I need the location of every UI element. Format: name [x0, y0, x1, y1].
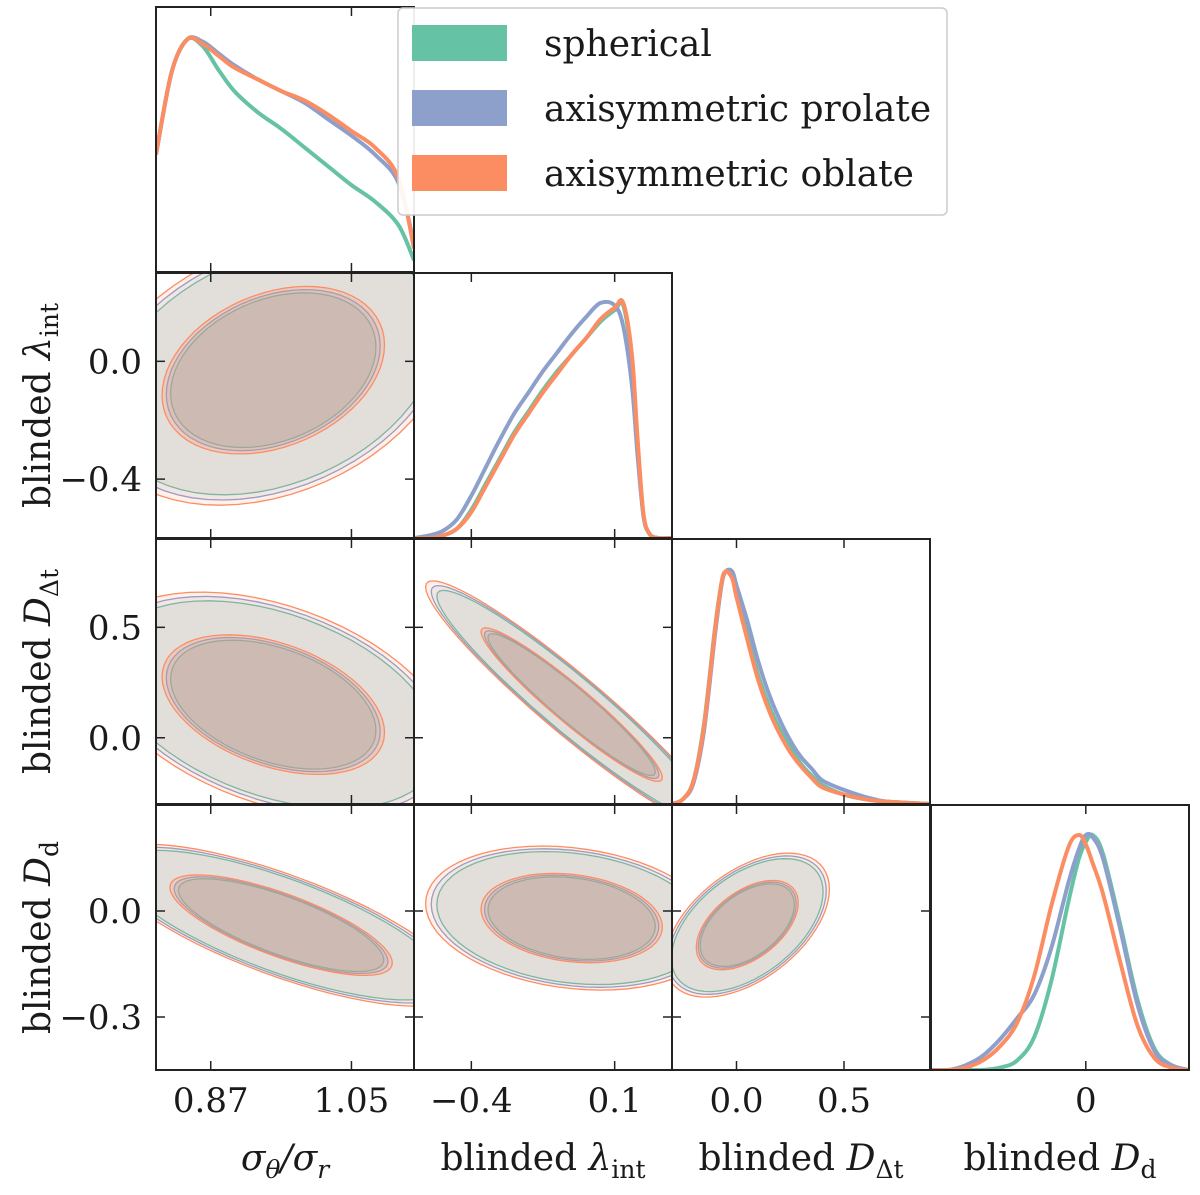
joint-panel-0-2 [155, 538, 415, 805]
y-tick-label: −0.3 [59, 998, 142, 1038]
y-tick-label: −0.4 [59, 460, 142, 500]
marginal-panel-1 [413, 272, 673, 539]
x-tick-label: 0.5 [817, 1081, 871, 1121]
contour-axisymmetric-oblate-68 [161, 634, 386, 776]
contour-axisymmetric-prolate-95 [430, 584, 672, 804]
tick-labels: 0.87 1.05 −0.4 0.1 0.0 0.5 0 0.0 −0.4 0.5 0.0 0.0 −0… [59, 342, 1096, 1121]
ticks [156, 7, 1087, 1070]
contour-spherical-68 [699, 883, 795, 968]
contour-axisymmetric-oblate-68 [161, 285, 386, 455]
legend-swatch-spherical [412, 25, 507, 61]
x-tick-label: −0.4 [430, 1081, 513, 1121]
contour-axisymmetric-prolate-68 [483, 630, 660, 780]
legend-label: axisymmetric prolate [544, 89, 931, 130]
contour-axisymmetric-prolate-68 [483, 874, 660, 962]
panel-frame [155, 6, 415, 273]
marginal-line-axisymmetric-prolate [414, 299, 672, 538]
joint-panel-0-1 [155, 272, 415, 539]
contour-axisymmetric-oblate-68 [480, 627, 663, 783]
joint-panel-1-3 [413, 804, 673, 1071]
x-axis-label-2: blinded DΔt [698, 1138, 903, 1184]
contour-spherical-95 [672, 858, 824, 993]
x-tick-label: 0.1 [588, 1081, 642, 1121]
contour-spherical-68 [177, 878, 385, 973]
contour-axisymmetric-prolate-95 [156, 595, 414, 804]
x-axis-label-3: blinded Dd [964, 1138, 1157, 1184]
contour-axisymmetric-prolate-68 [165, 636, 381, 773]
x-tick-label: 0 [1075, 1081, 1097, 1121]
contour-axisymmetric-oblate-68 [169, 874, 393, 977]
contour-axisymmetric-prolate-95 [156, 846, 414, 1004]
marginal-line-axisymmetric-oblate [672, 569, 930, 804]
contour-axisymmetric-prolate-68 [697, 881, 797, 969]
x-axis-label-1: blinded λint [440, 1138, 645, 1184]
panels: 0.87 1.05 −0.4 0.1 0.0 0.5 0 0.0 −0.4 0.5 0.0 0.0 −0… [59, 6, 1190, 1121]
y-tick-label: 0.0 [88, 342, 142, 382]
y-tick-label: 0.5 [88, 608, 142, 648]
y-axis-label-1: blinded λint [18, 303, 64, 508]
contour-spherical-95 [156, 273, 414, 496]
contour-spherical-95 [436, 589, 672, 804]
legend-swatch-axisymmetric-prolate [412, 90, 507, 126]
panel-frame [671, 538, 931, 805]
y-tick-label: 0.0 [88, 892, 142, 932]
y-tick-label: 0.0 [88, 719, 142, 759]
contour-spherical-68 [169, 292, 377, 449]
legend-swatch-axisymmetric-oblate [412, 155, 507, 191]
contour-spherical-95 [156, 849, 414, 1001]
contour-spherical-68 [487, 876, 656, 960]
marginal-line-axisymmetric-oblate [414, 298, 672, 538]
contour-spherical-68 [487, 633, 656, 777]
marginal-line-axisymmetric-oblate [156, 35, 414, 249]
panel-frame [413, 272, 673, 539]
contour-axisymmetric-prolate-95 [156, 273, 414, 501]
contour-axisymmetric-oblate-68 [695, 879, 799, 971]
x-tick-label: 1.05 [314, 1081, 390, 1121]
joint-panel-0-3 [155, 804, 415, 1071]
contour-axisymmetric-oblate-68 [480, 872, 663, 964]
joint-panel-1-2 [413, 538, 673, 805]
contour-axisymmetric-prolate-68 [165, 288, 381, 452]
legend-label: spherical [544, 24, 712, 65]
legend: spherical axisymmetric prolate axisymmetri… [397, 7, 948, 216]
marginal-line-axisymmetric-oblate [931, 833, 1189, 1070]
contour-axisymmetric-oblate-95 [424, 580, 672, 804]
x-tick-label: 0.87 [173, 1081, 249, 1121]
joint-panel-2-3 [671, 804, 931, 1071]
contour-axisymmetric-oblate-95 [156, 273, 414, 506]
marginal-panel-0 [155, 6, 415, 273]
y-axis-label-3: blinded Dd [18, 841, 64, 1034]
marginal-panel-3 [930, 804, 1190, 1071]
contour-axisymmetric-prolate-68 [173, 876, 389, 975]
x-axis-label-0: σθ/σr [241, 1138, 331, 1184]
y-axis-label-2: blinded DΔt [18, 569, 64, 774]
legend-label: axisymmetric oblate [544, 154, 914, 195]
x-tick-label: 0.0 [709, 1081, 763, 1121]
marginal-panel-2 [671, 538, 931, 805]
panel-frame [930, 804, 1190, 1071]
marginal-line-axisymmetric-prolate [156, 35, 414, 245]
contour-axisymmetric-oblate-95 [672, 852, 831, 998]
legend-box [397, 7, 948, 216]
contour-axisymmetric-prolate-95 [672, 855, 827, 995]
contour-axisymmetric-oblate-95 [156, 591, 414, 804]
marginal-line-axisymmetric-prolate [931, 831, 1189, 1070]
contour-spherical-68 [169, 639, 377, 770]
contour-axisymmetric-oblate-95 [156, 843, 414, 1007]
axis-labels: σθ/σr blinded λint blinded DΔt blinded Dd bl… [18, 303, 1157, 1184]
contour-spherical-95 [156, 600, 414, 804]
